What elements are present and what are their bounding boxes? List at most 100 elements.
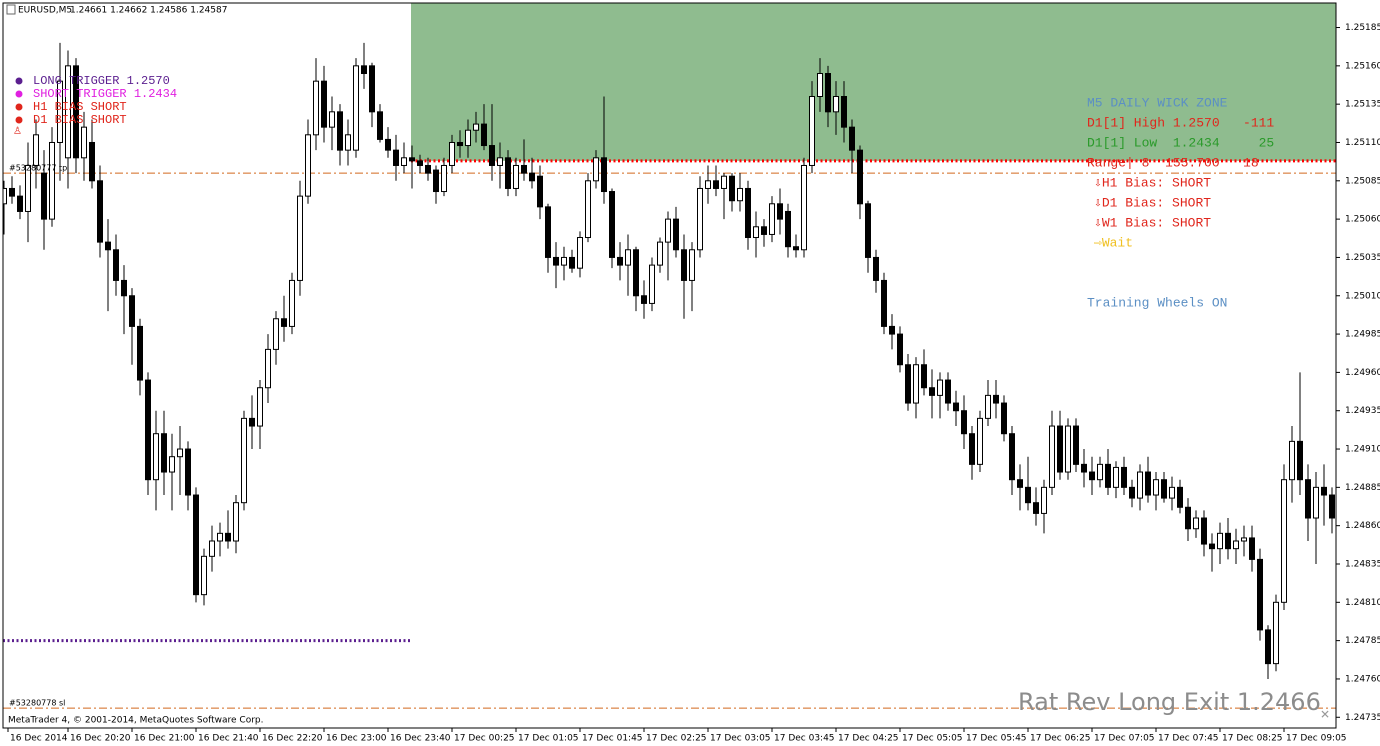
candle-body <box>1033 502 1039 514</box>
x-tick-label: 16 Dec 23:00 <box>326 734 387 744</box>
candle-body <box>161 433 167 473</box>
candle-body <box>801 164 807 251</box>
candle-body <box>313 80 319 136</box>
panel-text: ⇩H1 Bias: SHORT <box>1094 175 1211 190</box>
candle-body <box>281 318 287 327</box>
candle-body <box>681 249 687 281</box>
candle-body <box>129 295 135 327</box>
candle-body <box>81 126 87 159</box>
candle-body <box>1233 540 1239 550</box>
order-label: #53280777 tp <box>9 164 67 173</box>
candle-body <box>497 157 503 166</box>
panel-text: Range| 8 155.700 18 <box>1087 155 1259 170</box>
candle-body <box>609 191 615 258</box>
candle-body <box>1009 433 1015 481</box>
candle-body <box>1209 543 1215 550</box>
candle-body <box>1217 532 1223 550</box>
candle-body <box>865 203 871 258</box>
x-tick-label: 17 Dec 05:45 <box>966 734 1027 744</box>
x-tick-label: 17 Dec 04:25 <box>838 734 899 744</box>
x-tick-label: 17 Dec 07:05 <box>1094 734 1155 744</box>
candle-body <box>289 279 295 327</box>
candle-body <box>385 138 391 151</box>
candle-body <box>753 226 759 239</box>
candle-body <box>1097 463 1103 481</box>
candle-body <box>121 279 127 297</box>
candle-body <box>105 241 111 251</box>
candle-body <box>409 157 415 162</box>
candle-body <box>785 210 791 248</box>
legend-dot <box>15 103 23 111</box>
wick-zone <box>411 3 1336 161</box>
symbol: EURUSD,M5 <box>18 6 72 16</box>
candle-body <box>1049 425 1055 488</box>
candle-body <box>905 364 911 404</box>
candle-body <box>1057 425 1063 473</box>
candle-body <box>329 111 335 128</box>
y-tick-label: 1.24785 <box>1345 636 1380 646</box>
candle-body <box>153 433 159 481</box>
candle-body <box>1073 425 1079 465</box>
candle-body <box>1193 517 1199 530</box>
candle-body <box>321 80 327 128</box>
candle-body <box>617 256 623 266</box>
candle-body <box>297 195 303 281</box>
candle-body <box>1273 601 1279 665</box>
candle-body <box>1297 440 1303 481</box>
window-icon <box>6 4 16 15</box>
x-tick-label: 16 Dec 22:20 <box>262 734 323 744</box>
candle-body <box>225 532 231 542</box>
candle-body <box>417 160 423 166</box>
y-tick-label: 1.25085 <box>1345 176 1380 186</box>
y-tick-label: 1.25035 <box>1345 253 1380 263</box>
y-tick-label: 1.25135 <box>1345 100 1380 110</box>
y-tick-label: 1.24935 <box>1345 406 1380 416</box>
candle-body <box>1225 532 1231 550</box>
candle-body <box>1145 471 1151 496</box>
candle-body <box>33 134 39 166</box>
candle-body <box>273 318 279 350</box>
candle-body <box>57 80 63 143</box>
legend-icon: ♙ <box>13 126 22 137</box>
candle-body <box>897 333 903 366</box>
candle-body <box>41 172 47 220</box>
panel-text: ⇨Wait <box>1094 235 1133 250</box>
candle-body <box>537 175 543 208</box>
candle-body <box>169 456 175 473</box>
y-tick-label: 1.24860 <box>1345 521 1380 531</box>
plot-area <box>3 3 1336 709</box>
x-tick-label: 17 Dec 07:45 <box>1158 734 1219 744</box>
candle-body <box>649 264 655 304</box>
candle-body <box>449 141 455 166</box>
candle-body <box>305 134 311 197</box>
candle-body <box>1313 486 1319 519</box>
candle-body <box>377 111 383 140</box>
legend-dot <box>15 77 23 85</box>
candle-body <box>641 295 647 304</box>
candle-body <box>705 180 711 189</box>
candle-body <box>257 387 263 427</box>
candle-body <box>889 325 895 335</box>
x-tick-label: 17 Dec 01:45 <box>582 734 643 744</box>
x-tick-label: 16 Dec 20:20 <box>70 734 131 744</box>
candle-body <box>745 187 751 239</box>
x-tick-label: 17 Dec 06:25 <box>1030 734 1091 744</box>
candle-body <box>833 95 839 113</box>
candle-body <box>633 249 639 297</box>
candle-body <box>1161 479 1167 499</box>
candle-body <box>1329 494 1335 519</box>
panel-text: D1[1] High 1.2570 -111 <box>1087 115 1274 130</box>
candle-body <box>1321 486 1327 496</box>
y-tick-label: 1.24960 <box>1345 368 1380 378</box>
candle-body <box>593 157 599 182</box>
candle-body <box>209 540 215 557</box>
candle-body <box>697 187 703 251</box>
candle-body <box>249 417 255 427</box>
candle-body <box>881 279 887 327</box>
candle-body <box>945 379 951 404</box>
candle-body <box>1065 425 1071 473</box>
exit-label: Rat Rev Long Exit 1.2466 <box>1018 688 1321 716</box>
candle-body <box>3 187 7 205</box>
x-tick-label: 17 Dec 08:25 <box>1222 734 1283 744</box>
